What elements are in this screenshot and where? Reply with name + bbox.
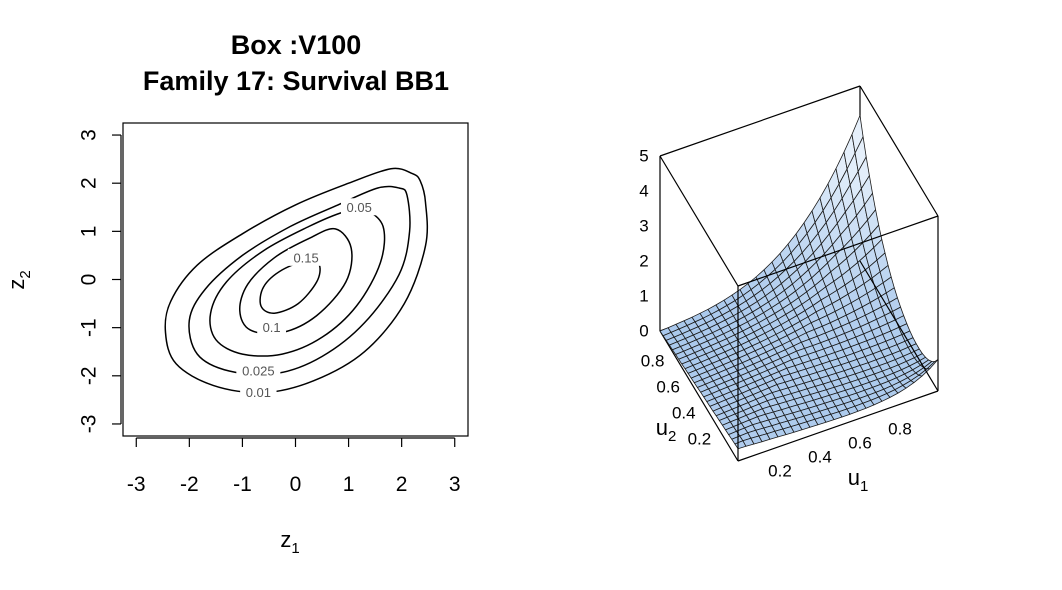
surface-z-tick-label: 2: [639, 252, 648, 271]
contour-label-backdrop: [340, 198, 378, 216]
contour-level-0.05: [209, 207, 386, 357]
contour-level-0.025: [188, 185, 411, 376]
contour-x-axis-label: z1: [280, 527, 299, 557]
contour-x-tick-label: -3: [127, 473, 146, 496]
surface-u2-tick-label: 0.4: [672, 404, 696, 423]
contour-title: Box :V100: [231, 30, 362, 60]
surface-z-tick-label: 3: [639, 217, 648, 236]
contour-panel: Box :V100 Family 17: Survival BB1 -3 -2 -1…: [4, 30, 469, 557]
surface-u2-label: u2: [656, 415, 677, 445]
contour-x-axis: -3 -2 -1 0 1 2 3: [127, 437, 461, 496]
surface-u1-tick-label: 0.6: [848, 434, 872, 453]
contour-y-tick-label: 2: [78, 177, 101, 189]
contour-x-tick-label: 2: [396, 473, 408, 496]
surface-mesh: [659, 115, 939, 450]
contour-level-label: 0.025: [242, 363, 275, 378]
surface-z-tick-label: 5: [639, 147, 648, 166]
surface-u1-axis: 0.2 0.4 0.6 0.8: [768, 420, 912, 481]
contour-y-tick-label: 3: [78, 129, 101, 141]
contour-label-backdrop: [257, 318, 287, 336]
contour-y-tick-label: 0: [78, 274, 101, 286]
surface-box-edge: [737, 215, 939, 287]
contour-lines: 0.01 0.025 0.05 0.1 0.15: [164, 167, 429, 401]
surface-box-edge: [859, 260, 939, 392]
contour-x-tick-label: 1: [343, 473, 355, 496]
surface-u1-tick-label: 0.4: [808, 448, 832, 467]
contour-y-tick-label: 1: [78, 226, 101, 238]
contour-level-0.15: [259, 259, 321, 314]
surface-u2-tick-label: 0.8: [641, 352, 665, 371]
surface-u2-tick-label: 0.2: [688, 430, 712, 449]
surface-box-front-edges: [659, 85, 939, 462]
contour-label-backdrop: [236, 361, 281, 379]
surface-z-tick-label: 4: [639, 182, 648, 201]
contour-x-tick-label: -1: [233, 473, 252, 496]
contour-x-tick-label: 0: [290, 473, 302, 496]
contour-y-axis: -3 -2 -1 0 1 2 3: [78, 129, 122, 433]
surface-u2-axis: 0.2 0.4 0.6 0.8: [641, 352, 711, 449]
contour-level-label: 0.1: [263, 320, 281, 335]
surface-facet: [926, 359, 939, 370]
surface-u2-tick-label: 0.6: [656, 378, 680, 397]
contour-plot-frame: [122, 122, 469, 437]
surface-z-axis: 0 1 2 3 4 5: [639, 147, 648, 341]
contour-y-tick-label: -1: [78, 318, 101, 337]
surface-box-edge: [859, 85, 939, 217]
contour-label-backdrop: [287, 248, 325, 266]
surface-u1-label: u1: [848, 465, 869, 495]
surface-z-tick-label: 1: [639, 287, 648, 306]
surface-panel: 0 1 2 3 4 5 0.2 0.4 0.6 0.8 0.2 0.4 0.6 0.8 u2 u1: [639, 85, 939, 495]
surface-z-tick-label: 0: [639, 322, 648, 341]
contour-subtitle: Family 17: Survival BB1: [143, 66, 449, 96]
contour-y-axis-label: z2: [4, 270, 34, 289]
surface-box-edge: [659, 155, 739, 287]
surface-u1-tick-label: 0.2: [768, 462, 792, 481]
contour-x-tick-label: -2: [180, 473, 199, 496]
contour-level-0.1: [239, 227, 353, 335]
contour-level-0.01: [164, 167, 429, 394]
contour-y-tick-label: -3: [78, 415, 101, 434]
contour-level-label: 0.05: [347, 200, 372, 215]
surface-u1-tick-label: 0.8: [888, 420, 912, 439]
surface-box-edge: [659, 330, 739, 462]
surface-box-edge: [659, 85, 861, 157]
contour-level-label: 0.01: [246, 385, 271, 400]
contour-y-tick-label: -2: [78, 366, 101, 385]
contour-label-backdrop: [240, 383, 277, 401]
surface-box-edge: [737, 390, 939, 462]
contour-level-label: 0.15: [293, 250, 318, 265]
contour-x-tick-label: 3: [449, 473, 461, 496]
